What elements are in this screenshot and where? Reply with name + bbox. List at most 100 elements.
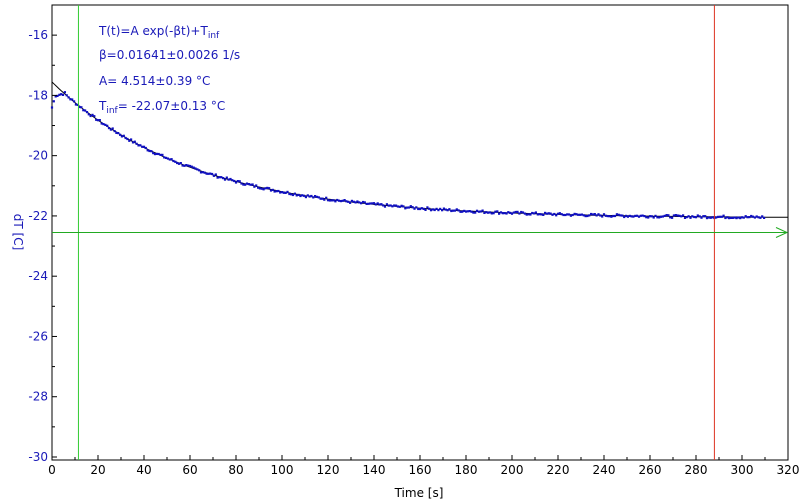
data-point <box>658 216 661 219</box>
data-point <box>439 207 442 210</box>
data-point <box>391 205 394 208</box>
data-point <box>63 91 66 94</box>
data-point <box>330 199 333 202</box>
data-point <box>475 209 479 212</box>
data-point <box>422 207 425 210</box>
data-point <box>466 210 469 213</box>
data-point <box>705 217 709 220</box>
data-point <box>612 214 615 218</box>
data-point <box>661 215 664 218</box>
data-point <box>323 198 326 201</box>
data-point <box>694 216 698 219</box>
data-point <box>393 204 396 207</box>
data-point <box>479 210 482 213</box>
data-point <box>610 215 613 218</box>
y-tick-label: -16 <box>28 28 48 42</box>
data-point <box>120 135 123 138</box>
data-point <box>759 216 762 219</box>
data-point <box>190 165 193 168</box>
data-point <box>297 193 300 196</box>
data-point <box>349 201 352 204</box>
data-point <box>753 216 756 219</box>
data-point <box>656 216 659 219</box>
data-point <box>161 153 164 156</box>
data-point <box>490 212 493 215</box>
data-point <box>249 183 252 186</box>
data-point <box>315 195 319 198</box>
data-point <box>551 213 554 216</box>
x-tick-label: 260 <box>639 463 662 477</box>
data-point <box>251 183 254 186</box>
data-point <box>257 186 260 189</box>
data-point <box>415 206 418 209</box>
data-point <box>435 207 438 210</box>
data-point <box>582 214 585 217</box>
data-point <box>216 176 219 179</box>
data-point <box>534 211 537 214</box>
data-point <box>74 103 77 106</box>
data-point <box>380 203 383 206</box>
data-point <box>185 164 188 167</box>
data-point <box>750 214 753 218</box>
data-point <box>678 214 681 217</box>
y-tick-label: -18 <box>28 88 48 102</box>
data-point <box>137 144 140 147</box>
data-point <box>376 202 379 205</box>
data-point <box>558 212 561 215</box>
data-point <box>599 214 602 217</box>
data-point <box>273 190 276 193</box>
annotation-model: T(t)=A exp(-βt)+Tinf <box>98 24 220 41</box>
data-point <box>591 213 595 216</box>
data-point <box>527 213 530 216</box>
y-tick-label: -24 <box>28 269 48 283</box>
data-point <box>544 211 547 214</box>
data-point <box>722 214 725 217</box>
data-point <box>496 210 499 213</box>
y-tick-label: -20 <box>28 149 48 163</box>
data-point <box>698 215 701 218</box>
data-point <box>104 123 107 126</box>
x-tick-label: 220 <box>547 463 570 477</box>
data-point <box>518 212 521 215</box>
data-point <box>240 182 243 185</box>
data-point <box>728 217 731 220</box>
data-point <box>737 216 740 219</box>
data-point <box>383 205 387 208</box>
data-point <box>192 166 195 169</box>
data-point <box>674 214 677 217</box>
data-point <box>350 199 353 202</box>
data-point <box>176 161 179 165</box>
data-point <box>453 209 457 212</box>
data-point <box>520 210 523 214</box>
data-point <box>602 213 606 216</box>
data-point <box>588 214 591 217</box>
data-point <box>647 216 650 219</box>
data-point <box>328 199 331 202</box>
data-point <box>441 209 444 212</box>
data-point <box>556 212 560 215</box>
data-point <box>163 156 166 159</box>
data-point <box>91 113 94 116</box>
data-point <box>150 150 153 153</box>
data-point <box>236 180 239 183</box>
data-point <box>492 212 495 215</box>
data-point <box>748 216 751 219</box>
data-point <box>360 202 363 205</box>
data-point <box>636 214 639 217</box>
data-point <box>290 193 293 196</box>
data-point <box>555 214 558 217</box>
data-point <box>648 215 652 218</box>
data-point <box>538 213 541 216</box>
data-point <box>437 209 440 212</box>
x-tick-label: 120 <box>317 463 340 477</box>
data-point <box>233 179 236 183</box>
data-point <box>271 188 274 191</box>
data-point <box>718 215 721 218</box>
data-point <box>96 119 100 122</box>
x-tick-label: 280 <box>685 463 708 477</box>
data-point <box>542 213 545 216</box>
data-point <box>148 149 151 153</box>
data-point <box>141 145 144 148</box>
data-point <box>264 187 267 190</box>
data-point <box>82 109 85 112</box>
